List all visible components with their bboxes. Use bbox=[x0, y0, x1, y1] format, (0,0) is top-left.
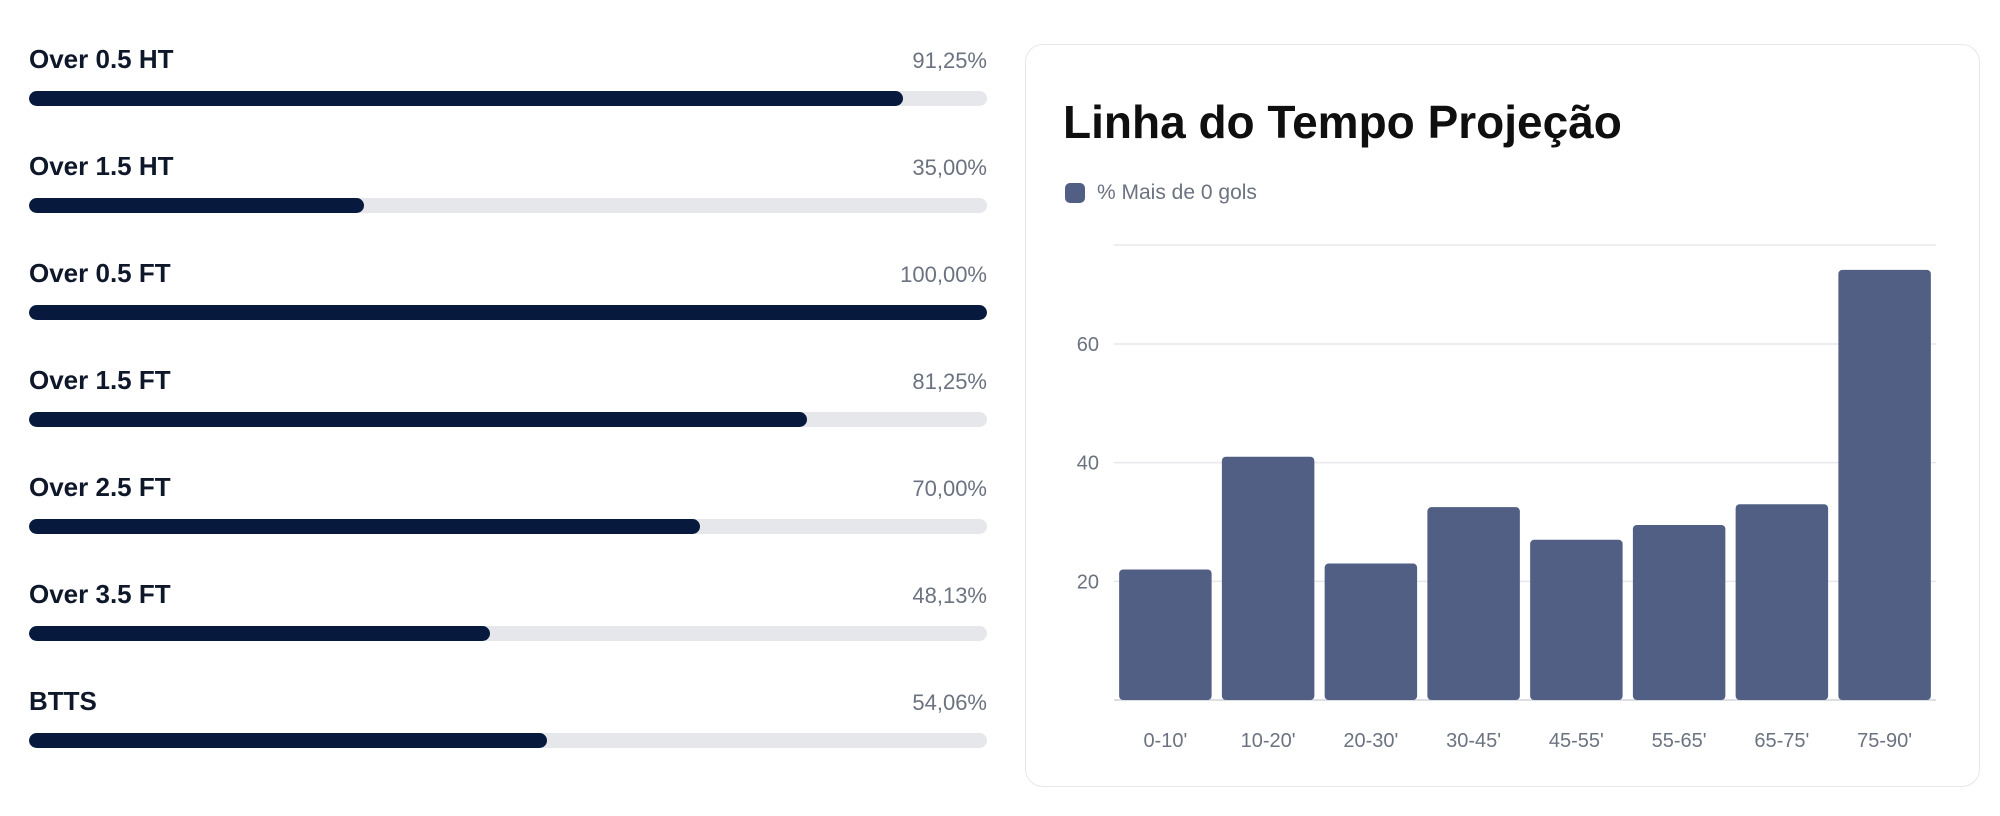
stat-value: 48,13% bbox=[912, 583, 987, 608]
stat-value: 70,00% bbox=[912, 476, 987, 501]
x-tick-label: 55-65' bbox=[1652, 730, 1707, 752]
stat-label: Over 1.5 FT bbox=[29, 365, 171, 395]
stat-label: Over 3.5 FT bbox=[29, 579, 171, 609]
stat-value: 35,00% bbox=[912, 155, 987, 180]
stat-row: Over 1.5 FT 81,25% bbox=[29, 361, 987, 468]
stat-value: 81,25% bbox=[912, 369, 987, 394]
bar bbox=[1632, 524, 1726, 700]
bar bbox=[1221, 456, 1315, 700]
stat-label: Over 2.5 FT bbox=[29, 472, 171, 502]
y-tick-label: 40 bbox=[1077, 453, 1099, 475]
progress-track bbox=[29, 91, 987, 106]
bar bbox=[1427, 507, 1520, 700]
y-tick-label: 60 bbox=[1077, 334, 1099, 356]
progress-fill bbox=[29, 412, 808, 427]
stat-label: Over 1.5 HT bbox=[29, 151, 174, 181]
x-tick-label: 65-75' bbox=[1754, 730, 1809, 752]
x-tick-label: 45-55' bbox=[1549, 730, 1604, 752]
x-tick-label: 10-20' bbox=[1241, 730, 1296, 752]
x-tick-label: 30-45' bbox=[1446, 730, 1501, 752]
progress-track bbox=[29, 626, 987, 641]
x-tick-label: 20-30' bbox=[1343, 730, 1398, 752]
x-tick-label: 0-10' bbox=[1143, 730, 1187, 752]
legend-swatch bbox=[1065, 183, 1085, 203]
bar bbox=[1530, 539, 1623, 700]
stats-list: Over 0.5 HT 91,25% Over 1.5 HT 35,00% Over 0… bbox=[29, 40, 987, 789]
stat-row: Over 2.5 FT 70,00% bbox=[29, 468, 987, 575]
stat-row: Over 0.5 FT 100,00% bbox=[29, 254, 987, 361]
stat-value: 54,06% bbox=[912, 690, 987, 715]
progress-fill bbox=[29, 91, 904, 106]
progress-track bbox=[29, 198, 987, 213]
progress-track bbox=[29, 305, 987, 320]
x-tick-label: 75-90' bbox=[1857, 730, 1912, 752]
progress-fill bbox=[29, 198, 365, 213]
bar-chart: 20 40 60 0-10' 10-20' 20-30' 30-45' 45-55' 55-65… bbox=[1077, 244, 1936, 752]
progress-fill bbox=[29, 626, 491, 641]
bar bbox=[1119, 569, 1212, 700]
bar bbox=[1735, 504, 1829, 700]
chart-card: Linha do Tempo Projeção % Mais de 0 gols… bbox=[1025, 44, 1980, 787]
stat-label: BTTS bbox=[29, 686, 97, 716]
stat-value: 100,00% bbox=[900, 262, 987, 287]
stat-row: Over 3.5 FT 48,13% bbox=[29, 575, 987, 682]
bar bbox=[1324, 563, 1418, 700]
chart-legend[interactable]: % Mais de 0 gols bbox=[1065, 181, 1257, 205]
legend-label: % Mais de 0 gols bbox=[1097, 181, 1257, 204]
stat-row: Over 0.5 HT 91,25% bbox=[29, 40, 987, 147]
stat-value: 91,25% bbox=[912, 48, 987, 73]
chart-title: Linha do Tempo Projeção bbox=[1063, 96, 1622, 148]
stat-row: Over 1.5 HT 35,00% bbox=[29, 147, 987, 254]
stat-label: Over 0.5 HT bbox=[29, 44, 174, 74]
progress-fill bbox=[29, 733, 547, 748]
stat-row: BTTS 54,06% bbox=[29, 682, 987, 789]
bar bbox=[1838, 269, 1931, 700]
progress-fill bbox=[29, 519, 700, 534]
stat-label: Over 0.5 FT bbox=[29, 258, 171, 288]
progress-track bbox=[29, 412, 987, 427]
progress-track bbox=[29, 733, 987, 748]
progress-track bbox=[29, 519, 987, 534]
progress-fill bbox=[29, 305, 987, 320]
y-tick-label: 20 bbox=[1077, 571, 1099, 593]
